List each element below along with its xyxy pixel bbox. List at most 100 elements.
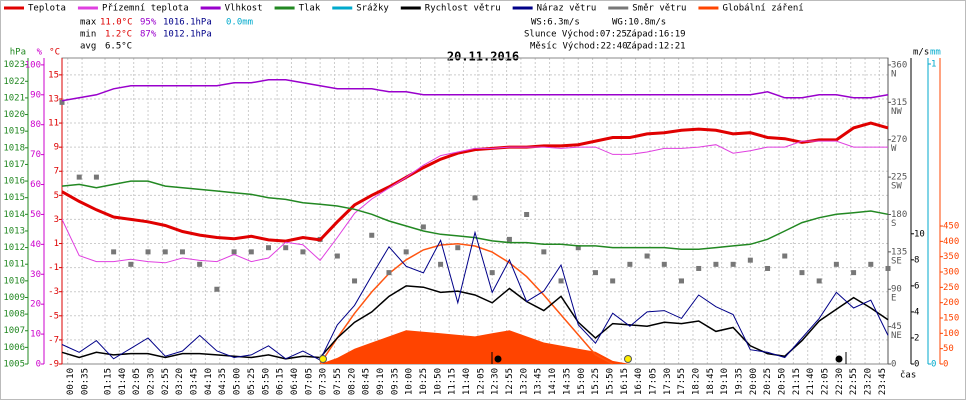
wind-direction-point bbox=[713, 261, 719, 267]
axis-unit: % bbox=[37, 48, 43, 58]
stat-label: avg bbox=[80, 42, 96, 52]
y-tick-label: 10 bbox=[30, 330, 41, 340]
x-tick-label: 13:45 bbox=[534, 368, 544, 395]
wind-direction-point bbox=[93, 174, 99, 180]
y-tick-label: 4 bbox=[914, 307, 919, 317]
wind-direction-point bbox=[403, 249, 409, 255]
wind-direction-point bbox=[644, 253, 650, 259]
series-area bbox=[320, 330, 630, 364]
wind-direction-point bbox=[369, 232, 375, 238]
y-tick-label: 13 bbox=[48, 94, 59, 104]
direction-label: SW bbox=[891, 182, 902, 192]
x-tick-label: 18:45 bbox=[706, 368, 716, 395]
y-tick-label: 7 bbox=[54, 167, 59, 177]
x-tick-label: 13:20 bbox=[519, 368, 529, 395]
x-tick-label: 02:30 bbox=[147, 368, 157, 395]
wind-direction-point bbox=[782, 253, 788, 259]
y-tick-label: -3 bbox=[48, 287, 59, 297]
x-tick-label: 19:10 bbox=[720, 368, 730, 395]
info-sunset: Západ:16:19 bbox=[626, 30, 686, 40]
wind-direction-point bbox=[799, 270, 805, 276]
y-tick-label: 1012 bbox=[3, 243, 25, 253]
wind-direction-point bbox=[627, 261, 633, 267]
direction-label: N bbox=[891, 69, 896, 79]
x-tick-label: 12:30 bbox=[491, 368, 501, 395]
x-tick-label: 12:05 bbox=[476, 368, 486, 395]
y-tick-label: 1018 bbox=[3, 143, 25, 153]
x-tick-label: 22:05 bbox=[821, 368, 831, 395]
solar-curve bbox=[319, 243, 614, 365]
y-tick-label: 300 bbox=[943, 268, 959, 278]
legend-label: Srážky bbox=[356, 4, 389, 14]
info-ws: WS:6.3m/s bbox=[531, 18, 580, 28]
wind-direction-point bbox=[610, 278, 616, 284]
wind-direction-point bbox=[833, 261, 839, 267]
x-tick-label: 19:35 bbox=[734, 368, 744, 395]
stat-rain: 0.0mm bbox=[226, 18, 253, 28]
wind-direction-point bbox=[214, 286, 220, 292]
x-tick-label: 08:20 bbox=[347, 368, 357, 395]
wind-direction-point bbox=[765, 265, 771, 271]
stat-press: 1012.1hPa bbox=[163, 30, 212, 40]
legend-label: Vlhkost bbox=[225, 4, 263, 14]
x-tick-label: 05:50 bbox=[261, 368, 271, 395]
x-tick-label: 02:05 bbox=[132, 368, 142, 395]
info-sunrise: Slunce Východ:07:25 bbox=[524, 30, 627, 40]
x-tick-label: 03:45 bbox=[190, 368, 200, 395]
axis-unit: hPa bbox=[10, 48, 26, 58]
wind-direction-point bbox=[885, 265, 891, 271]
y-tick-label: 1022 bbox=[3, 77, 25, 87]
y-tick-label: 1 bbox=[931, 60, 936, 70]
direction-label: NE bbox=[891, 331, 902, 341]
x-tick-label: 00:10 bbox=[66, 368, 76, 395]
y-tick-label: 0 bbox=[891, 360, 896, 370]
y-tick-label: 0 bbox=[931, 360, 936, 370]
wind-direction-point bbox=[283, 245, 289, 251]
x-tick-label: 00:35 bbox=[81, 368, 91, 395]
wind-direction-point bbox=[59, 99, 65, 105]
wind-direction-point bbox=[352, 278, 358, 284]
wind-direction-point bbox=[76, 174, 82, 180]
legend-label: Globální záření bbox=[722, 4, 803, 14]
x-tick-label: 09:35 bbox=[390, 368, 400, 395]
x-tick-label: 05:00 bbox=[233, 368, 243, 395]
y-tick-label: 350 bbox=[943, 252, 959, 262]
x-tick-label: 07:05 bbox=[304, 368, 314, 395]
y-tick-label: -5 bbox=[48, 311, 59, 321]
wind-direction-point bbox=[592, 270, 598, 276]
x-tick-label: 06:40 bbox=[290, 368, 300, 395]
y-tick-label: 225 bbox=[891, 173, 907, 183]
x-tick-label: 22:55 bbox=[849, 368, 859, 395]
wind-direction-point bbox=[300, 249, 306, 255]
y-tick-label: 1006 bbox=[3, 343, 25, 353]
y-tick-label: 1016 bbox=[3, 177, 25, 187]
x-tick-label: 03:20 bbox=[175, 368, 185, 395]
stat-press: 1016.1hPa bbox=[163, 18, 212, 28]
x-axis-label: čas bbox=[900, 370, 916, 381]
y-tick-label: 1010 bbox=[3, 276, 25, 286]
y-tick-label: 315 bbox=[891, 98, 907, 108]
wind-direction-point bbox=[489, 270, 495, 276]
direction-label: NW bbox=[891, 107, 902, 117]
stat-temp: 6.5°C bbox=[105, 42, 132, 52]
x-tick-label: 21:15 bbox=[792, 368, 802, 395]
y-tick-label: 250 bbox=[943, 283, 959, 293]
y-tick-label: 1021 bbox=[3, 93, 25, 103]
y-tick-label: 1009 bbox=[3, 293, 25, 303]
x-tick-label: 18:20 bbox=[691, 368, 701, 395]
wind-direction-point bbox=[851, 270, 857, 276]
x-tick-label: 16:15 bbox=[620, 368, 630, 395]
y-tick-label: 1019 bbox=[3, 127, 25, 137]
wind-direction-point bbox=[661, 261, 667, 267]
y-tick-label: 135 bbox=[891, 247, 907, 257]
x-tick-label: 16:40 bbox=[634, 368, 644, 395]
wind-direction-point bbox=[145, 249, 151, 255]
x-tick-label: 17:05 bbox=[648, 368, 658, 395]
x-tick-label: 17:30 bbox=[663, 368, 673, 395]
wind-direction-point bbox=[128, 261, 134, 267]
y-tick-label: -7 bbox=[48, 335, 59, 345]
wind-direction-point bbox=[541, 249, 547, 255]
y-tick-label: 100 bbox=[25, 60, 41, 70]
legend-label: Směr větru bbox=[632, 4, 686, 14]
